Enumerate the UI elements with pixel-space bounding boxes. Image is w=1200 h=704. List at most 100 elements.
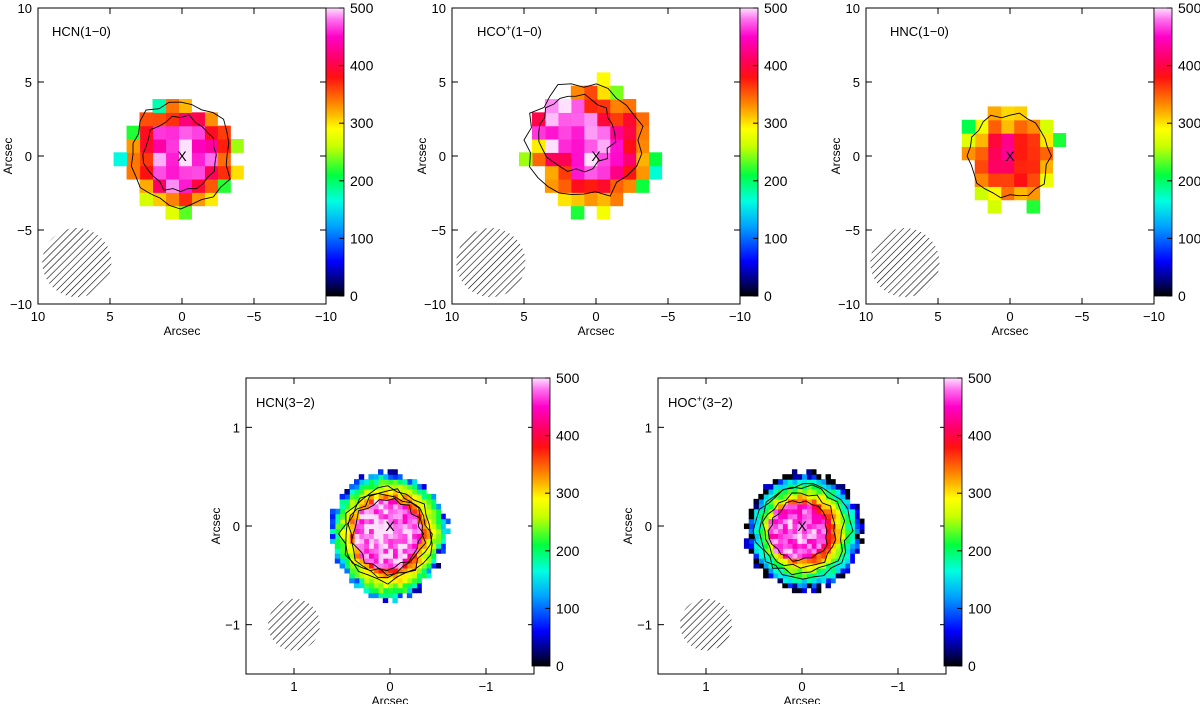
map-pixel [849, 503, 855, 510]
contour-lines [130, 101, 231, 210]
map-pixel [378, 543, 384, 549]
map-pixel [844, 567, 851, 574]
map-pixel [339, 523, 345, 530]
map-pixel [330, 523, 336, 530]
map-pixel [1039, 173, 1054, 187]
map-pixel [230, 138, 244, 153]
map-pixel [758, 538, 764, 544]
contour-level-300 [966, 112, 1052, 199]
colorbar-tick-label: 200 [764, 173, 788, 189]
panel-title: HCN(3−2) [256, 395, 315, 410]
map-pixel [354, 548, 360, 554]
map-pixel [570, 99, 585, 113]
map-pixel [387, 469, 393, 475]
map-pixel [382, 508, 389, 515]
map-pixel [777, 548, 783, 554]
map-pixel [349, 503, 355, 510]
map-pixel [763, 518, 769, 525]
map-pixel [402, 523, 408, 530]
map-pixel [796, 533, 803, 539]
map-pixel [368, 587, 374, 594]
map-pixel [825, 577, 831, 584]
map-pixel [358, 474, 365, 480]
map-pixel [806, 533, 812, 539]
map-pixel [402, 528, 408, 534]
map-pixel [387, 567, 393, 574]
map-pixel [165, 125, 179, 140]
contour-level-300 [761, 492, 837, 569]
map-pixel [344, 508, 350, 515]
map-pixel [406, 528, 413, 534]
map-pixel [820, 498, 827, 505]
map-pixel [426, 518, 432, 525]
map-pixel [392, 572, 398, 579]
map-pixel [416, 503, 422, 510]
map-pixel [373, 474, 379, 480]
map-pixel [557, 125, 572, 140]
map-pixel [1026, 146, 1041, 161]
map-pixel [363, 587, 369, 594]
map-pixel [570, 205, 585, 220]
map-pixel [748, 508, 755, 515]
map-pixel [392, 479, 398, 485]
map-pixel [772, 548, 779, 554]
map-pixel [392, 538, 398, 544]
map-pixel [791, 543, 798, 549]
map-pixel [191, 152, 205, 167]
map-pixel [204, 112, 218, 127]
map-pixel [815, 572, 822, 579]
map-pixel [801, 484, 807, 490]
colorbar-tick-label: 0 [350, 288, 358, 304]
map-pixel [777, 479, 783, 485]
map-pixel [358, 533, 365, 539]
map-pixel [835, 528, 841, 534]
map-pixel [777, 572, 783, 579]
map-pixel [382, 597, 389, 604]
map-pixel [406, 582, 413, 589]
map-pixel [763, 567, 769, 574]
map-pixel [787, 484, 793, 490]
map-pixel [339, 528, 345, 534]
map-pixel [368, 498, 374, 505]
map-pixel [368, 577, 374, 584]
map-pixel [772, 553, 779, 559]
map-pixel [557, 178, 572, 193]
map-pixel [344, 543, 350, 549]
map-pixel [839, 503, 846, 510]
colorbar [943, 377, 963, 667]
map-pixel [392, 489, 398, 495]
y-axis-label: Arcsec [621, 508, 635, 545]
map-pixel [339, 518, 345, 525]
map-pixel [777, 484, 783, 490]
map-pixel [825, 533, 831, 539]
map-pixel [772, 543, 779, 549]
map-pixel [622, 125, 637, 140]
map-pixel [382, 538, 389, 544]
map-pixel [815, 563, 822, 569]
map-pixel [596, 192, 611, 207]
map-pixel [339, 533, 345, 539]
map-pixel [397, 503, 403, 510]
map-pixel [387, 493, 393, 500]
map-pixel [767, 567, 774, 574]
map-pixel [830, 489, 836, 495]
map-pixel [378, 528, 384, 534]
map-pixel [811, 513, 817, 520]
y-tick-label: −5 [845, 223, 860, 238]
map-pixel [609, 165, 624, 180]
map-pixel [191, 178, 205, 193]
map-pixel [358, 548, 365, 554]
map-pixel [416, 582, 422, 589]
map-pixel [758, 498, 764, 505]
center-marker: X [797, 518, 807, 534]
map-pixel [382, 582, 389, 589]
map-pixel [854, 548, 860, 554]
map-pixel [358, 567, 365, 574]
map-pixel [811, 587, 817, 594]
map-pixel [753, 548, 759, 554]
map-pixel [815, 553, 822, 559]
map-pixel [392, 543, 398, 549]
map-pixel [796, 479, 803, 485]
map-pixel [430, 518, 437, 525]
map-pixel [165, 178, 179, 193]
